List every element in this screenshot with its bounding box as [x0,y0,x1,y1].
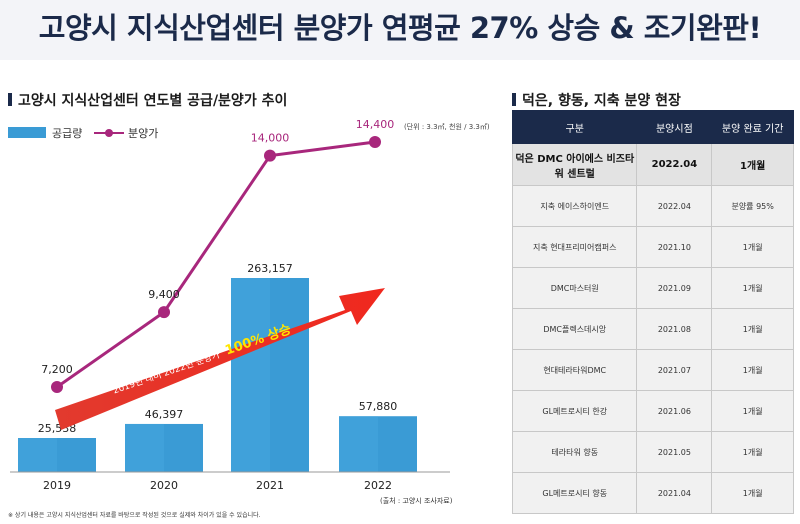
bar-value-label: 46,397 [145,408,184,421]
price-value-label: 14,400 [356,118,395,131]
legend-supply-label: 공급량 [52,127,83,140]
x-tick-label: 2022 [364,479,392,492]
cell-name: 현대테라타워DMC [511,349,638,391]
price-point-2022 [369,136,381,148]
table-header-row: 구분 분양시점 분양 완료 기간 [511,110,794,144]
cell-period: 1개월 [711,431,794,473]
price-value-label: 9,400 [148,288,180,301]
bar-2019 [18,438,96,472]
x-tick-label: 2021 [256,479,284,492]
cell-date: 2021.04 [636,472,713,514]
x-tick-label: 2020 [150,479,178,492]
cell-date: 2021.05 [636,431,713,473]
bar-2021 [231,278,309,472]
cell-name: 지축 에이스하이엔드 [511,185,638,227]
cell-period: 1개월 [711,349,794,391]
arrow-shape [55,288,385,430]
price-line [56,140,376,389]
cell-period: 1개월 [711,226,794,268]
page-title: 고양시 지식산업센터 분양가 연평균 27% 상승 & 조기완판! [38,11,762,45]
cell-date: 2021.09 [636,267,713,309]
table-row: 덕은 DMC 아이에스 비즈타워 센트럴 2022.04 1개월 [511,143,794,186]
sales-status-table: 구분 분양시점 분양 완료 기간 덕은 DMC 아이에스 비즈타워 센트럴 202… [511,110,794,514]
legend-supply-swatch [8,127,46,138]
cell-date: 2021.07 [636,349,713,391]
title-marker [8,93,12,106]
cell-date: 2021.10 [636,226,713,268]
title-banner: 고양시 지식산업센터 분양가 연평균 27% 상승 & 조기완판! [0,0,800,60]
price-point-2021 [264,149,276,162]
cell-period: 1개월 [711,390,794,432]
cell-date: 2021.08 [636,308,713,350]
price-point-2019 [51,381,63,393]
table-row: GL메트로시티 향동 2021.04 1개월 [511,472,794,514]
table-title-text: 덕은, 향동, 지축 분양 현장 [522,93,681,109]
chart-title-text: 고양시 지식산업센터 연도별 공급/분양가 추이 [18,93,288,109]
increase-arrow: 2019년 대비 2022년 분양가 100% 상승 [55,288,385,430]
cell-period: 1개월 [711,267,794,309]
col-header-date: 분양시점 [636,110,713,144]
table-row: 테라타워 향동 2021.05 1개월 [511,431,794,473]
table-row: GL메트로시티 한강 2021.06 1개월 [511,390,794,432]
bar-highlight [18,438,57,472]
table-body: 덕은 DMC 아이에스 비즈타워 센트럴 2022.04 1개월 지축 에이스하이엔드… [511,143,794,514]
bar-2020 [125,423,203,472]
cell-name: 덕은 DMC 아이에스 비즈타워 센트럴 [511,143,638,186]
bar-highlight [125,423,164,472]
x-tick-labels: 2019 2020 2021 2022 [43,479,392,492]
price-value-label: 7,200 [41,363,73,376]
cell-name: DMC마스터원 [511,267,638,309]
cell-period: 1개월 [711,143,794,186]
table-section-title: 덕은, 향동, 지축 분양 현장 [512,90,681,110]
cell-period: 1개월 [711,308,794,350]
col-header-name: 구분 [511,110,638,144]
cell-name: DMC플렉스데시앙 [511,308,638,350]
title-marker [512,93,516,106]
bar-highlight [339,416,378,472]
table-row: DMC마스터원 2021.09 1개월 [511,267,794,309]
unit-note: (단위 : 3.3㎡, 천원 / 3.3㎡) [404,123,490,131]
cell-name: 지축 현대프리미어캠퍼스 [511,226,638,268]
bar-highlight [231,278,270,472]
bar-value-label: 57,880 [359,400,398,413]
legend-price-swatch [94,129,124,137]
table-row: 지축 에이스하이엔드 2022.04 분양률 95% [511,185,794,227]
cell-date: 2021.06 [636,390,713,432]
legend-price: 분양가 [94,125,158,141]
chart-section-title: 고양시 지식산업센터 연도별 공급/분양가 추이 [8,90,287,110]
cell-name: 테라타워 향동 [511,431,638,473]
table-row: 현대테라타워DMC 2021.07 1개월 [511,349,794,391]
bar-2022 [339,416,417,472]
table-row: 지축 현대프리미어캠퍼스 2021.10 1개월 [511,226,794,268]
cell-date: 2022.04 [636,185,713,227]
cell-date: 2022.04 [636,143,713,186]
chart-footnote: ※ 상기 내용은 고양시 지식산업센터 자료를 바탕으로 작성된 것으로 실제와… [8,512,261,519]
bar-value-label: 263,157 [247,262,293,275]
cell-period: 1개월 [711,472,794,514]
cell-name: GL메트로시티 한강 [511,390,638,432]
col-header-period: 분양 완료 기간 [711,110,794,144]
cell-period: 분양률 95% [711,185,794,227]
table-row: DMC플렉스데시앙 2021.08 1개월 [511,308,794,350]
price-point-2020 [158,306,170,319]
legend-price-label: 분양가 [128,127,159,140]
legend-supply: 공급량 [8,125,82,141]
cell-name: GL메트로시티 향동 [511,472,638,514]
chart-source: (출처 : 고양시 조사자료) [380,497,453,505]
price-value-label: 14,000 [251,132,290,145]
line-layer: 7,200 9,400 14,000 14,400 [41,118,394,393]
x-tick-label: 2019 [43,479,71,492]
arrow-text-main: 2019년 대비 2022년 분양가 [112,349,222,396]
